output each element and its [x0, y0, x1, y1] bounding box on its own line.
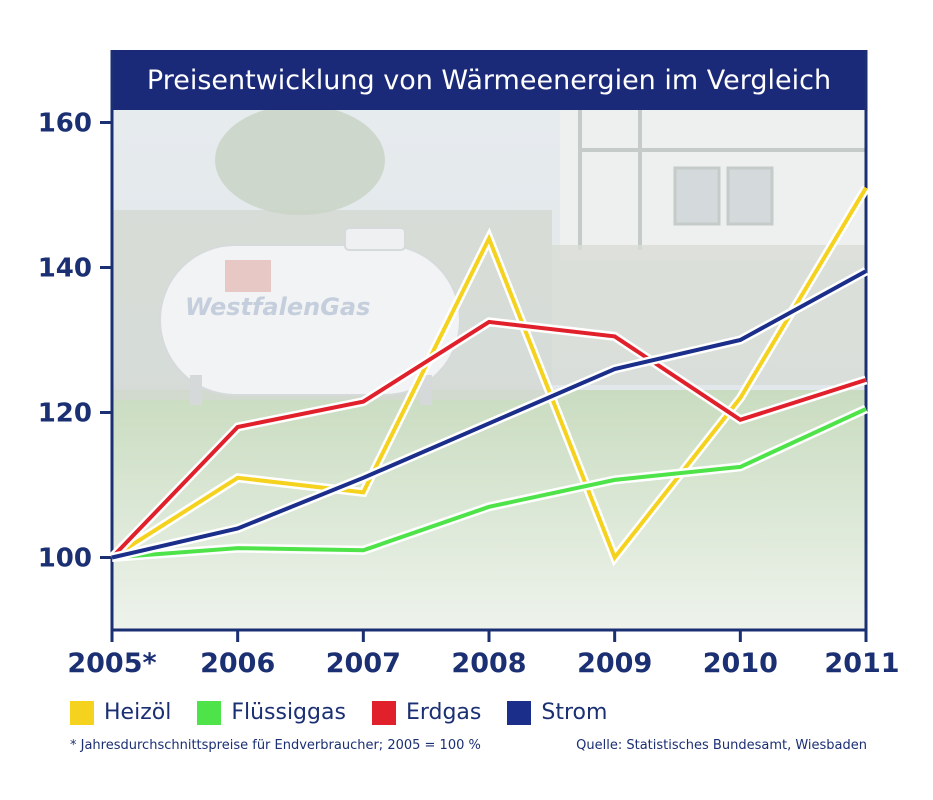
- x-tick-label: 2008: [451, 648, 526, 679]
- source-note: Quelle: Statistisches Bundesamt, Wiesbad…: [576, 738, 867, 753]
- legend-swatch-strom: [507, 700, 532, 725]
- y-tick-label: 160: [38, 109, 92, 139]
- legend-item-fluessiggas: Flüssiggas: [197, 700, 346, 725]
- legend: Heizöl Flüssiggas Erdgas Strom: [70, 700, 607, 725]
- legend-swatch-erdgas: [371, 700, 396, 725]
- x-tick-label: 2010: [703, 648, 778, 679]
- chart: WestfalenGas Preisentwicklung von Wärmee…: [38, 50, 900, 679]
- x-tick-label: 2006: [200, 648, 275, 679]
- x-tick-label: 2005*: [67, 648, 156, 679]
- legend-item-erdgas: Erdgas: [371, 700, 482, 725]
- legend-label-heizoel: Heizöl: [104, 700, 172, 725]
- legend-swatch-fluessiggas: [197, 700, 222, 725]
- title-bar: [112, 50, 866, 110]
- legend-swatch-heizoel: [70, 700, 94, 725]
- legend-label-fluessiggas: Flüssiggas: [231, 700, 346, 725]
- legend-item-strom: Strom: [507, 700, 607, 725]
- legend-label-strom: Strom: [541, 700, 608, 725]
- x-tick-label: 2011: [824, 648, 899, 679]
- footnote: * Jahresdurchschnittspreise für Endverbr…: [70, 738, 481, 753]
- y-tick-label: 140: [38, 254, 92, 284]
- series-line-3: [111, 269, 867, 560]
- series-line-2: [110, 319, 867, 559]
- y-tick-label: 120: [38, 399, 92, 429]
- y-tick-label: 100: [38, 544, 92, 574]
- tank-brand-text: WestfalenGas: [185, 293, 370, 321]
- series-line-0: [110, 186, 868, 562]
- chart-title: Preisentwicklung von Wärmeenergien im Ve…: [147, 65, 831, 96]
- legend-item-heizoel: Heizöl: [70, 700, 171, 725]
- x-tick-label: 2009: [577, 648, 652, 679]
- x-tick-label: 2007: [326, 648, 401, 679]
- series-line-1: [111, 407, 867, 560]
- legend-label-erdgas: Erdgas: [405, 700, 482, 725]
